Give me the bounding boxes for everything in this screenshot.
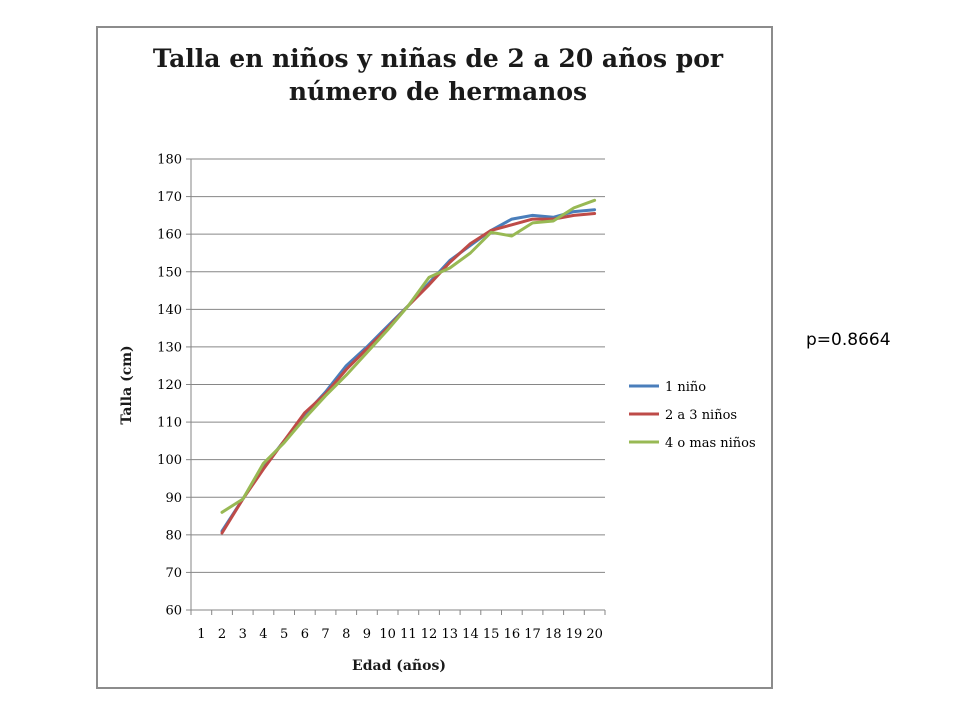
series-line-3 (220, 198, 597, 514)
x-tick-label: 4 (259, 627, 267, 642)
y-tick-label: 160 (157, 228, 182, 243)
y-tick-label: 120 (157, 378, 182, 393)
y-tick-labels: 60 70 80 90 100 110 120 130 140 150 160 170 180 (157, 153, 182, 619)
x-tick-label: 18 (545, 627, 562, 642)
y-tick-label: 100 (157, 453, 182, 468)
x-tick-label: 5 (280, 627, 288, 642)
p-value-annotation: p=0.8664 (806, 330, 891, 350)
x-tick-label: 13 (441, 627, 458, 642)
x-tick-label: 2 (218, 627, 226, 642)
y-tick-label: 90 (165, 491, 182, 506)
x-axis-title: Edad (años) (352, 657, 446, 674)
y-tick-label: 180 (157, 153, 182, 168)
x-tick-label: 19 (566, 627, 583, 642)
legend-label: 4 o mas niños (665, 436, 756, 451)
gridlines (186, 158, 605, 611)
x-tick-label: 7 (321, 627, 329, 642)
x-tick-label: 16 (504, 627, 521, 642)
x-tick-label: 11 (400, 627, 417, 642)
x-tick-label: 1 (197, 627, 205, 642)
x-tick-label: 9 (363, 627, 371, 642)
x-tick-label: 6 (301, 627, 309, 642)
x-tick-label: 12 (421, 627, 438, 642)
y-tick-label: 110 (157, 416, 182, 431)
line-chart: Talla en niños y niñas de 2 a 20 años po… (119, 44, 756, 674)
y-tick-label: 70 (165, 566, 182, 581)
y-tick-label: 150 (157, 265, 182, 280)
chart-title-line-1: Talla en niños y niñas de 2 a 20 años po… (153, 44, 724, 73)
y-tick-label: 130 (157, 340, 182, 355)
y-tick-label: 80 (165, 528, 182, 543)
axes (190, 159, 606, 615)
series-lines (220, 198, 597, 535)
y-axis-title: Talla (cm) (119, 345, 135, 424)
chart-frame: Talla en niños y niñas de 2 a 20 años po… (96, 26, 773, 689)
series-line-2 (220, 212, 597, 535)
x-tick-label: 3 (239, 627, 247, 642)
x-tick-label: 8 (342, 627, 350, 642)
y-tick-label: 170 (157, 190, 182, 205)
x-tick-label: 17 (524, 627, 541, 642)
x-tick-label: 14 (462, 627, 479, 642)
x-tick-label: 20 (586, 627, 603, 642)
x-tick-labels: 1 2 3 4 5 6 7 8 9 10 11 12 13 14 15 16 17 18 19 20 (197, 627, 603, 642)
x-tick-label: 10 (379, 627, 396, 642)
legend: 1 niño 2 a 3 niños 4 o mas niños (629, 380, 756, 451)
y-tick-label: 140 (157, 303, 182, 318)
chart-title-line-2: número de hermanos (289, 77, 587, 106)
legend-label: 2 a 3 niños (665, 408, 737, 423)
legend-label: 1 niño (665, 380, 706, 395)
y-tick-label: 60 (165, 604, 182, 619)
series-line-1 (220, 208, 597, 533)
x-tick-label: 15 (483, 627, 500, 642)
